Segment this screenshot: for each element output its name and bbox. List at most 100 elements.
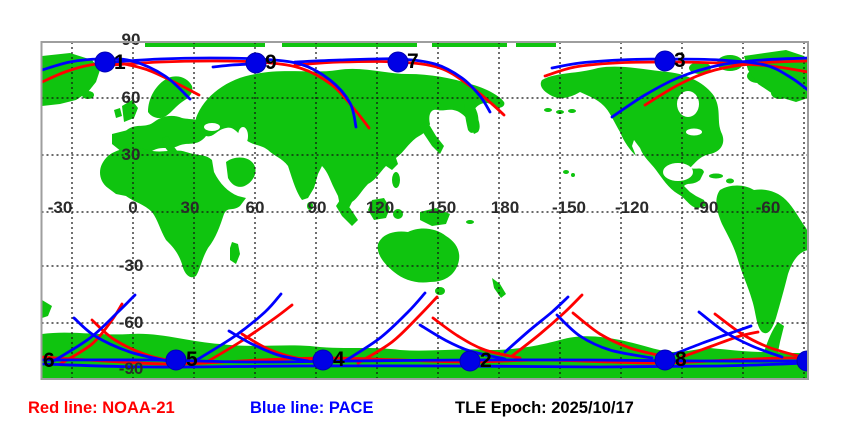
island-srilanka [307, 202, 313, 210]
pass-number-6: 6 [43, 349, 55, 372]
lat-tick-90: 90 [122, 30, 141, 49]
peninsula-kamchatka [464, 98, 479, 133]
track-pace [293, 57, 492, 114]
track-pace [670, 324, 753, 357]
track-pace [41, 361, 808, 369]
island-borneo [368, 198, 390, 220]
track-pace [343, 291, 427, 363]
track-pace [555, 313, 654, 360]
continent-asia [196, 68, 505, 214]
track-noaa21 [571, 311, 664, 358]
track-pace [227, 329, 310, 363]
continent-south-america [716, 185, 808, 334]
track-noaa21 [293, 60, 506, 117]
island-hispaniola [726, 178, 734, 184]
track-pace [550, 57, 808, 92]
lon-tick-0: 0 [128, 198, 137, 217]
pass-marker-dot-3 [654, 50, 676, 72]
axis-tick-labels: -30 0 30 60 90 120 150 180 -150 -120 -90 -60 90 60 30 -… [48, 30, 781, 378]
pass-marker-dot-8 [654, 349, 676, 371]
island-hawaii [571, 173, 575, 177]
pass-marker-dot-5 [165, 349, 187, 371]
continent-antarctica [42, 322, 808, 379]
island-tasmania [435, 287, 445, 295]
track-noaa21 [203, 303, 294, 365]
arctic-coast [516, 43, 556, 47]
pass-number-4: 4 [333, 348, 345, 371]
legend-blue-line: Blue line: PACE [250, 399, 374, 417]
continent-australia [377, 228, 460, 283]
continent-south-america-wrap [42, 300, 52, 318]
pass-number-2: 2 [480, 349, 492, 372]
island-solomons [466, 220, 474, 224]
lon-tick-150: 150 [428, 198, 456, 217]
track-noaa21 [431, 316, 522, 360]
gulf-of-mexico [663, 163, 693, 181]
pass-number-1: 1 [114, 51, 126, 74]
lon-tick-120: 120 [366, 198, 394, 217]
pass-marker-dot-4 [312, 349, 334, 371]
pass-markers-layer [94, 50, 808, 372]
lat-tick--90: -90 [119, 359, 144, 378]
lat-tick-30: 30 [122, 145, 141, 164]
continent-europe [120, 115, 209, 154]
track-noaa21 [643, 59, 808, 107]
hudson-bay [677, 91, 699, 117]
pass-marker-dot-1 [94, 51, 116, 73]
track-noaa21 [510, 293, 584, 358]
continent-north-america [540, 66, 724, 209]
lon-tick--30: -30 [48, 198, 73, 217]
island-sulawesi [393, 209, 403, 219]
track-pace [41, 57, 192, 101]
pass-number-9: 9 [265, 51, 277, 74]
track-pace [697, 310, 784, 359]
track-pace [193, 292, 283, 363]
track-noaa21 [680, 330, 760, 359]
island-ireland [114, 108, 122, 118]
lon-tick-60: 60 [246, 198, 265, 217]
track-pace [418, 323, 507, 361]
legend-red-line: Red line: NOAA-21 [28, 399, 175, 417]
pass-marker-dot-9 [245, 52, 267, 74]
peninsula-arabia [226, 157, 256, 187]
pass-number-8: 8 [675, 348, 687, 371]
island-iceland [82, 91, 94, 99]
pass-number-7: 7 [407, 50, 419, 73]
island-britain [122, 100, 138, 122]
arctic-coast [145, 42, 265, 47]
island-cuba [709, 173, 723, 179]
lon-tick--120: -120 [615, 198, 649, 217]
continent-africa [100, 148, 246, 278]
pass-number-5: 5 [186, 348, 198, 371]
track-pace [610, 56, 808, 119]
arctic-coast [432, 43, 507, 47]
lon-tick--90: -90 [694, 198, 719, 217]
pass-number-labels: 1 9 7 3 6 5 4 2 8 [43, 49, 687, 372]
continent-scandinavia [148, 76, 193, 119]
pass-marker-dot-7 [387, 51, 409, 73]
track-noaa21 [356, 295, 439, 365]
lat-tick-60: 60 [122, 88, 141, 107]
island-aleutians [544, 108, 552, 112]
track-pace [110, 56, 358, 129]
lon-tick--60: -60 [756, 198, 781, 217]
lon-tick-90: 90 [308, 198, 327, 217]
caspian-sea [238, 127, 248, 145]
island-sumatra [336, 200, 358, 226]
lon-tick-30: 30 [181, 198, 200, 217]
map-border [40, 41, 809, 380]
lat-tick--60: -60 [119, 313, 144, 332]
track-noaa21 [713, 312, 800, 358]
arctic-coast [282, 42, 417, 47]
lat-tick--30: -30 [119, 256, 144, 275]
island-madagascar [230, 242, 240, 264]
island-philippines [392, 172, 400, 188]
track-pace [50, 293, 137, 364]
track-pace [211, 62, 252, 69]
island-hawaii [563, 170, 569, 174]
black-sea [204, 123, 220, 131]
pass-marker-dot-2 [459, 350, 481, 372]
lon-tick--150: -150 [552, 198, 586, 217]
